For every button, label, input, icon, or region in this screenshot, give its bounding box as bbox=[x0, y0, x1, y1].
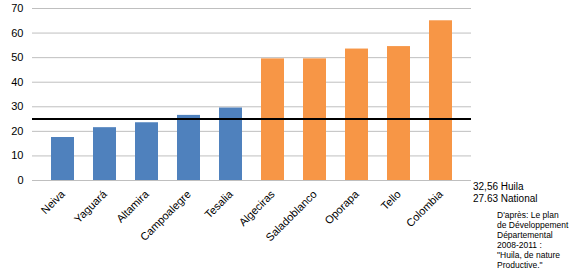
svg-text:40: 40 bbox=[11, 76, 23, 88]
html-text:de Développement: de Développement bbox=[497, 220, 569, 230]
svg-text:Oporapa: Oporapa bbox=[322, 187, 361, 226]
svg-text:Saladoblanco: Saladoblanco bbox=[263, 188, 319, 244]
svg-text:Algeciras: Algeciras bbox=[236, 187, 277, 228]
svg-text:Colombia: Colombia bbox=[404, 187, 446, 229]
html-text:"Huila, de nature: "Huila, de nature bbox=[497, 250, 560, 260]
svg-text:10: 10 bbox=[11, 149, 23, 161]
svg-text:70: 70 bbox=[11, 2, 23, 14]
html-text:Départemental: Départemental bbox=[497, 230, 553, 240]
html-text:2008-2011 :: 2008-2011 : bbox=[497, 240, 542, 250]
svg-text:Tello: Tello bbox=[378, 188, 402, 212]
svg-text:50: 50 bbox=[11, 51, 23, 63]
svg-text:Campoalegre: Campoalegre bbox=[138, 188, 193, 243]
html-text:D'après: Le plan: D'après: Le plan bbox=[497, 210, 559, 220]
svg-text:0: 0 bbox=[17, 174, 23, 186]
svg-text:Altamira: Altamira bbox=[114, 187, 152, 225]
html-text:32,56 Huila: 32,56 Huila bbox=[473, 181, 524, 192]
html-text:27.63 National: 27.63 National bbox=[473, 193, 538, 204]
svg-text:Yaguará: Yaguará bbox=[72, 187, 110, 225]
svg-text:20: 20 bbox=[11, 125, 23, 137]
html-text:Productive.": Productive." bbox=[497, 260, 543, 270]
svg-text:Neiva: Neiva bbox=[39, 187, 68, 216]
svg-text:Tesalia: Tesalia bbox=[202, 187, 235, 220]
svg-text:30: 30 bbox=[11, 100, 23, 112]
svg-text:60: 60 bbox=[11, 27, 23, 39]
